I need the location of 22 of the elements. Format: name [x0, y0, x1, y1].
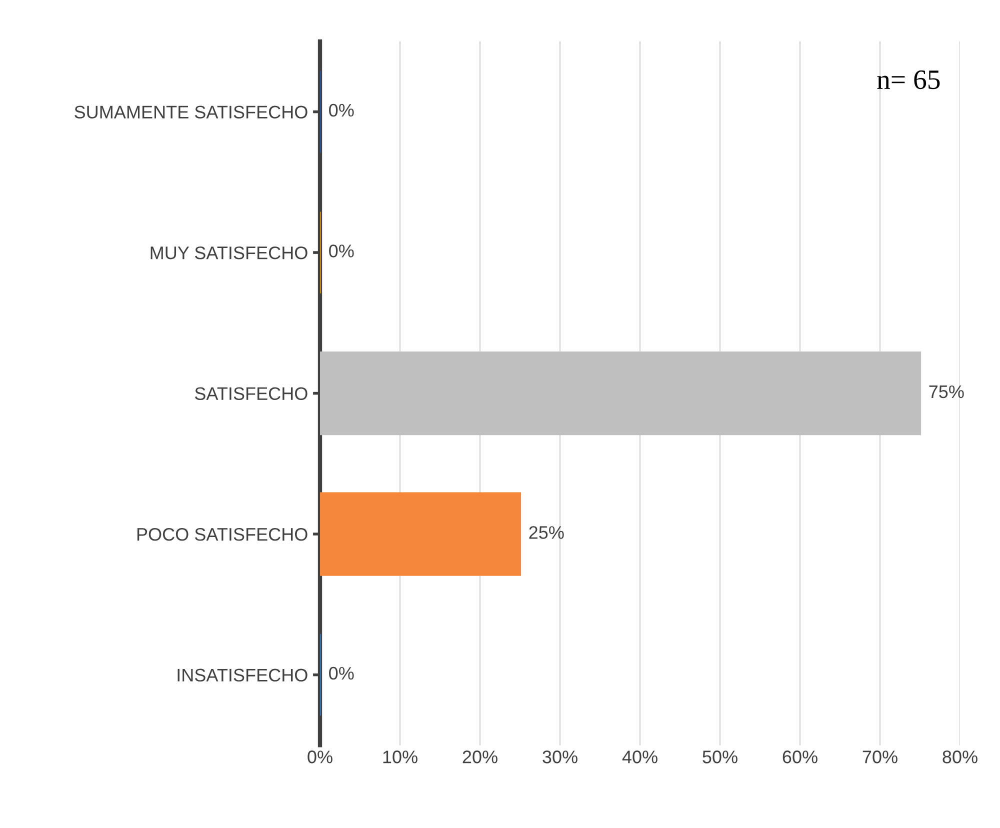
data-label: 25%	[529, 526, 564, 539]
x-tick-label: 80%	[942, 750, 978, 764]
x-tick-label: 0%	[308, 750, 332, 764]
y-tick-label: SUMAMENTE SATISFECHO	[74, 106, 308, 118]
data-label: 0%	[329, 244, 354, 258]
y-tick-label: POCO SATISFECHO	[137, 528, 308, 541]
y-tick-label: INSATISFECHO	[178, 668, 308, 682]
x-tick-label: 70%	[862, 750, 898, 764]
bar	[320, 492, 522, 576]
x-tick-label: 20%	[462, 750, 498, 764]
bar	[320, 351, 922, 436]
x-tick-label: 60%	[782, 750, 818, 764]
data-label: 0%	[329, 104, 354, 117]
data-label: 0%	[329, 666, 354, 680]
x-tick-label: 10%	[383, 750, 418, 764]
data-label: 75%	[929, 385, 964, 398]
y-tick-label: MUY SATISFECHO	[150, 246, 308, 260]
y-tick-label: SATISFECHO	[194, 387, 308, 400]
annotation: n= 65	[877, 70, 940, 90]
x-tick-label: 40%	[622, 750, 658, 764]
x-tick-label: 50%	[702, 750, 738, 764]
x-tick-label: 30%	[542, 750, 578, 764]
